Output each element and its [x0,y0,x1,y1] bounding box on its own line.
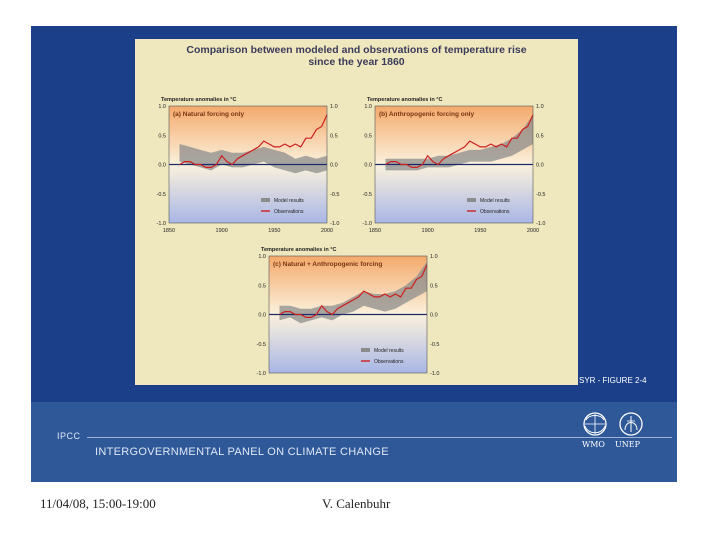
legend-observations-label: Observations [374,359,404,365]
panel-label: (a) Natural forcing only [173,111,245,118]
y-tick-label: 1.0 [158,104,166,110]
panel-label: (b) Anthropogenic forcing only [379,111,474,118]
model-results-band [279,261,427,324]
legend-model-swatch [361,348,370,352]
figure-title-line2: since the year 1860 [308,56,405,68]
legend-model-label: Model results [374,348,404,354]
chart-combined-forcing: 1.0 0.5 0.0 -0.5 -1.0 1.0 0.5 0.0 -0.5 -1.0 Temper… [257,247,440,377]
x-tick-label: 2000 [527,228,539,234]
right-y-tick-label: 0.5 [330,133,338,139]
y-tick-label: -0.5 [257,342,266,348]
right-y-tick-label: 1.0 [430,254,438,260]
slide: Comparison between modeled and observati… [31,26,677,482]
right-y-tick-label: -1.0 [536,221,545,227]
y-tick-label: -0.5 [157,192,166,198]
y-tick-label: 1.0 [258,254,266,260]
x-tick-label: 1950 [268,228,280,234]
figure-id-label: SYR - FIGURE 2-4 [579,376,647,385]
y-tick-label: -0.5 [363,192,372,198]
y-tick-label: 0.5 [158,133,166,139]
y-tick-label: 1.0 [364,104,372,110]
right-y-tick-label: -0.5 [430,342,439,348]
x-tick-label: 1900 [216,228,228,234]
y-tick-label: -1.0 [157,221,166,227]
right-y-tick-label: 0.0 [330,163,338,169]
model-results-band [385,114,533,171]
y-tick-label: 0.0 [158,163,166,169]
wmo-label: WMO [582,440,605,449]
ipcc-short-label: IPCC [57,431,81,441]
right-y-tick-label: 0.5 [536,133,544,139]
observations-line [179,114,328,169]
legend-observations-label: Observations [480,209,510,215]
x-tick-label: 1900 [422,228,434,234]
x-tick-label: 2000 [321,228,333,234]
figure-title: Comparison between modeled and observati… [135,44,578,68]
unep-emblem-icon [619,412,643,436]
right-y-tick-label: 0.5 [430,283,438,289]
legend-observations-label: Observations [274,209,304,215]
figure-panel: Comparison between modeled and observati… [135,39,578,385]
wmo-emblem-icon [583,412,607,436]
y-axis-title: Temperature anomalies in °C [367,97,442,103]
y-axis-title: Temperature anomalies in °C [261,247,336,253]
y-tick-label: -1.0 [363,221,372,227]
legend-model-label: Model results [274,198,304,204]
model-results-band [179,144,327,174]
panel-label: (c) Natural + Anthropogenic forcing [273,261,382,268]
y-tick-label: 0.5 [364,133,372,139]
plot-frame [168,105,328,224]
right-y-tick-label: -1.0 [430,371,439,377]
legend-model-swatch [467,198,476,202]
y-tick-label: 0.0 [258,313,266,319]
plot-frame [268,255,428,374]
right-y-tick-label: -0.5 [330,192,339,198]
unep-label: UNEP [615,440,640,449]
figure-title-line1: Comparison between modeled and observati… [186,44,527,56]
right-y-tick-label: 0.0 [430,313,438,319]
right-y-tick-label: -1.0 [330,221,339,227]
x-tick-label: 1850 [163,228,175,234]
y-tick-label: 0.0 [364,163,372,169]
right-y-tick-label: 1.0 [330,104,338,110]
x-tick-label: 1850 [369,228,381,234]
ipcc-band: IPCC INTERGOVERNMENTAL PANEL ON CLIMATE … [31,402,677,482]
right-y-tick-label: -0.5 [536,192,545,198]
plot-frame [374,105,534,224]
footer-date: 11/04/08, 15:00-19:00 [40,496,156,511]
ipcc-full-name: INTERGOVERNMENTAL PANEL ON CLIMATE CHANG… [95,446,389,458]
legend-model-swatch [261,198,270,202]
y-tick-label: -1.0 [257,371,266,377]
x-tick-label: 1950 [474,228,486,234]
footer-author: V. Calenbuhr [322,496,391,511]
legend-model-label: Model results [480,198,510,204]
observations-line [279,264,428,319]
y-tick-label: 0.5 [258,283,266,289]
observations-line [385,114,534,169]
band-divider [87,437,672,438]
right-y-tick-label: 0.0 [536,163,544,169]
right-y-tick-label: 1.0 [536,104,544,110]
y-axis-title: Temperature anomalies in °C [161,97,236,103]
